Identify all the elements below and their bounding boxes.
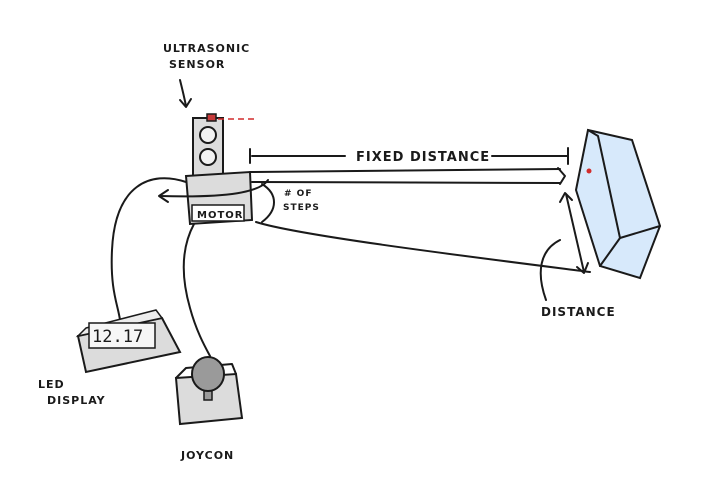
steps-label-line1: # OF: [284, 189, 312, 199]
rod: [249, 167, 566, 185]
motor-box-icon: [184, 170, 254, 226]
joycon-label: JOYCON: [180, 449, 234, 462]
sensor-arrow: [179, 79, 192, 108]
steps-angle-arc: [255, 183, 591, 273]
steps-label-line2: STEPS: [283, 203, 320, 213]
joystick-icon: [174, 356, 244, 426]
distance-arrow: [539, 192, 589, 301]
led-readout: 12.17: [92, 327, 143, 347]
fixed-distance-label: FIXED DISTANCE: [356, 150, 490, 165]
ultrasonic-sensor-icon: [192, 113, 224, 177]
laser-dot: [586, 168, 592, 174]
distance-label: DISTANCE: [541, 305, 616, 319]
ultrasonic-label-line1: ULTRASONIC: [163, 42, 250, 55]
led-label-line2: DISPLAY: [47, 394, 106, 407]
wires: [110, 177, 211, 357]
led-display-icon: [75, 309, 182, 374]
ultrasonic-label-line2: SENSOR: [169, 58, 225, 71]
target-panel-icon: [574, 128, 662, 280]
led-label-line1: LED: [38, 378, 65, 391]
fixed-distance-dimension: [249, 147, 569, 165]
motor-label: MOTOR: [197, 210, 243, 221]
rotation-arrow: [158, 179, 269, 203]
